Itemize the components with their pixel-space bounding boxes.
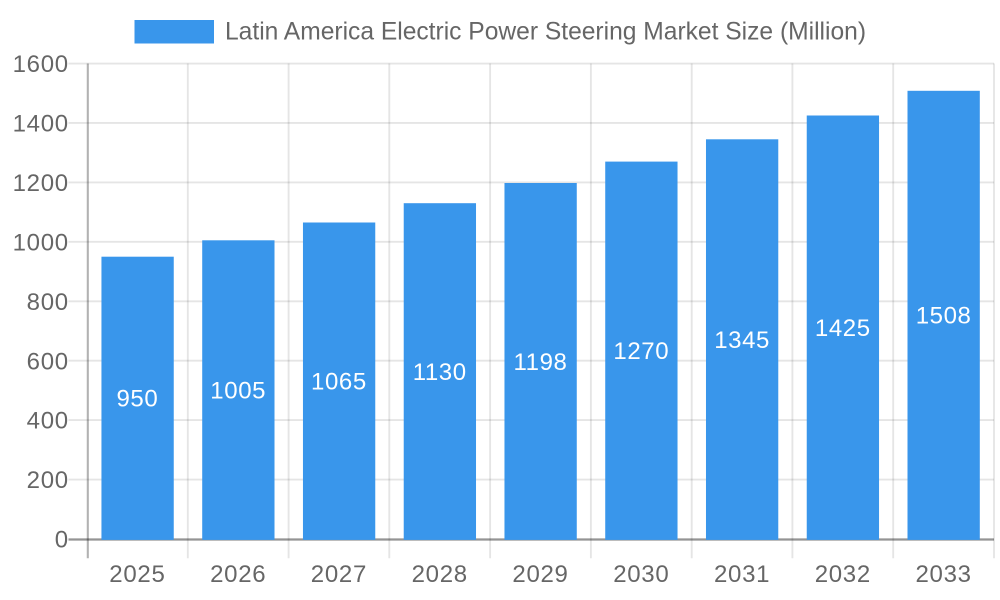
svg-text:1198: 1198 [513,349,567,376]
svg-text:600: 600 [27,348,69,375]
svg-text:2029: 2029 [512,561,568,588]
svg-text:1270: 1270 [613,338,669,365]
svg-text:2027: 2027 [311,561,367,588]
svg-text:0: 0 [55,527,69,554]
svg-text:2031: 2031 [714,561,770,588]
svg-text:Latin America Electric Power S: Latin America Electric Power Steering Ma… [225,19,866,46]
svg-text:2028: 2028 [412,561,468,588]
svg-text:1065: 1065 [311,369,367,396]
svg-text:1005: 1005 [210,377,266,404]
svg-text:1345: 1345 [714,327,770,354]
svg-text:200: 200 [27,467,69,494]
svg-text:1508: 1508 [916,303,972,330]
svg-text:2033: 2033 [915,561,971,588]
svg-text:950: 950 [116,386,158,413]
svg-text:1425: 1425 [815,315,871,342]
svg-text:1200: 1200 [13,170,69,197]
svg-text:2026: 2026 [210,561,266,588]
svg-text:2032: 2032 [815,561,871,588]
svg-text:1130: 1130 [413,359,467,386]
svg-text:1400: 1400 [13,111,69,138]
svg-text:2025: 2025 [109,561,165,588]
svg-text:2030: 2030 [613,561,669,588]
svg-text:1600: 1600 [13,51,69,78]
svg-text:800: 800 [27,289,69,316]
svg-text:1000: 1000 [13,229,69,256]
svg-text:400: 400 [27,408,69,435]
